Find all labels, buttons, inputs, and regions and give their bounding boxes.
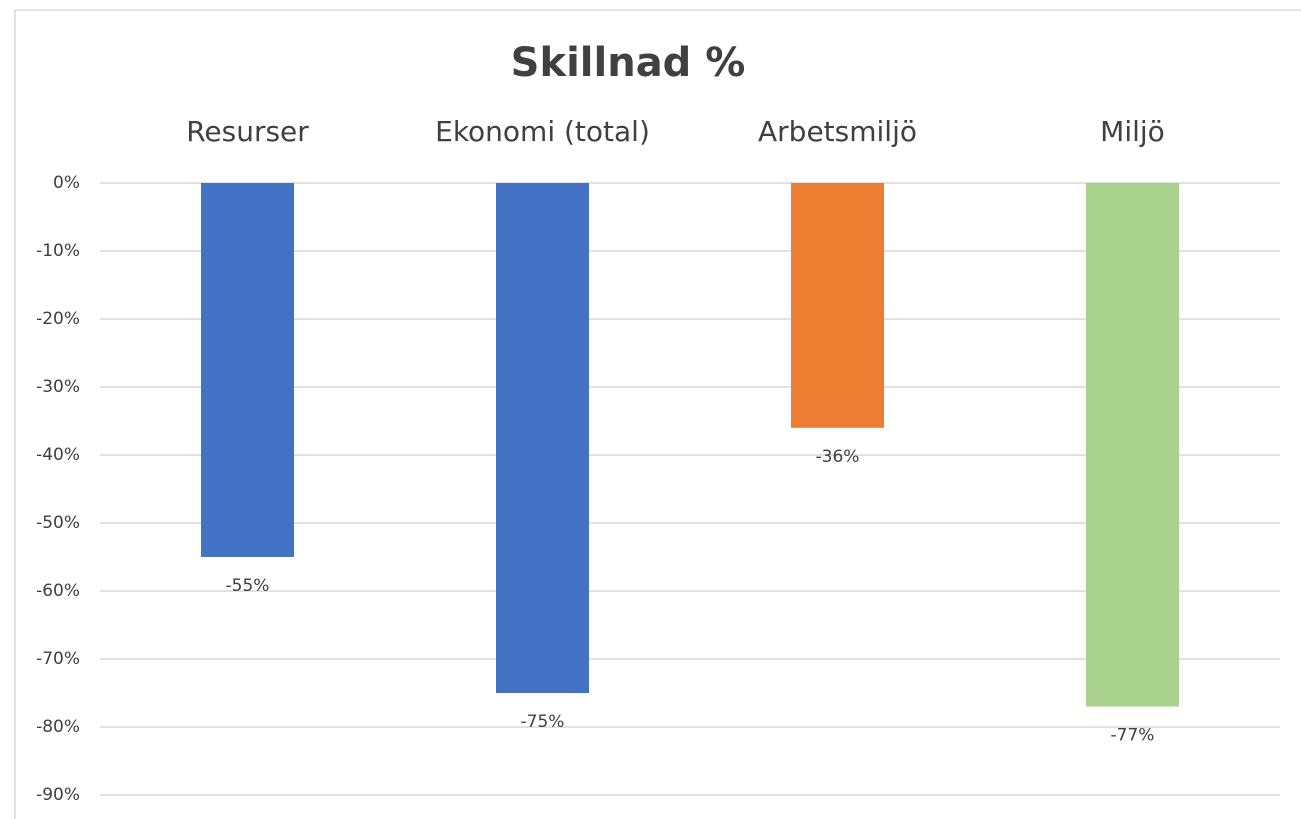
y-tick-label: -50% bbox=[36, 513, 80, 533]
y-tick-label: -20% bbox=[36, 309, 80, 329]
y-tick-label: -70% bbox=[36, 649, 80, 669]
y-tick-label: 0% bbox=[53, 173, 80, 193]
y-tick-label: -80% bbox=[36, 717, 80, 737]
data-label: -75% bbox=[521, 712, 565, 732]
y-tick-label: -60% bbox=[36, 581, 80, 601]
chart-border bbox=[14, 9, 1301, 819]
data-label: -77% bbox=[1111, 726, 1155, 746]
bar bbox=[201, 183, 294, 557]
y-tick-label: -30% bbox=[36, 377, 80, 397]
chart-title: Skillnad % bbox=[511, 40, 746, 86]
x-tick-label: Resurser bbox=[186, 115, 309, 148]
bar bbox=[791, 183, 884, 428]
y-tick-label: -40% bbox=[36, 445, 80, 465]
bar bbox=[496, 183, 589, 693]
y-tick-label: -90% bbox=[36, 785, 80, 805]
x-tick-label: Arbetsmiljö bbox=[758, 115, 917, 148]
x-tick-label: Ekonomi (total) bbox=[435, 115, 650, 148]
y-tick-label: -10% bbox=[36, 241, 80, 261]
bar bbox=[1086, 183, 1179, 707]
data-label: -36% bbox=[816, 447, 860, 467]
x-tick-label: Miljö bbox=[1100, 115, 1165, 148]
data-label: -55% bbox=[226, 576, 270, 596]
